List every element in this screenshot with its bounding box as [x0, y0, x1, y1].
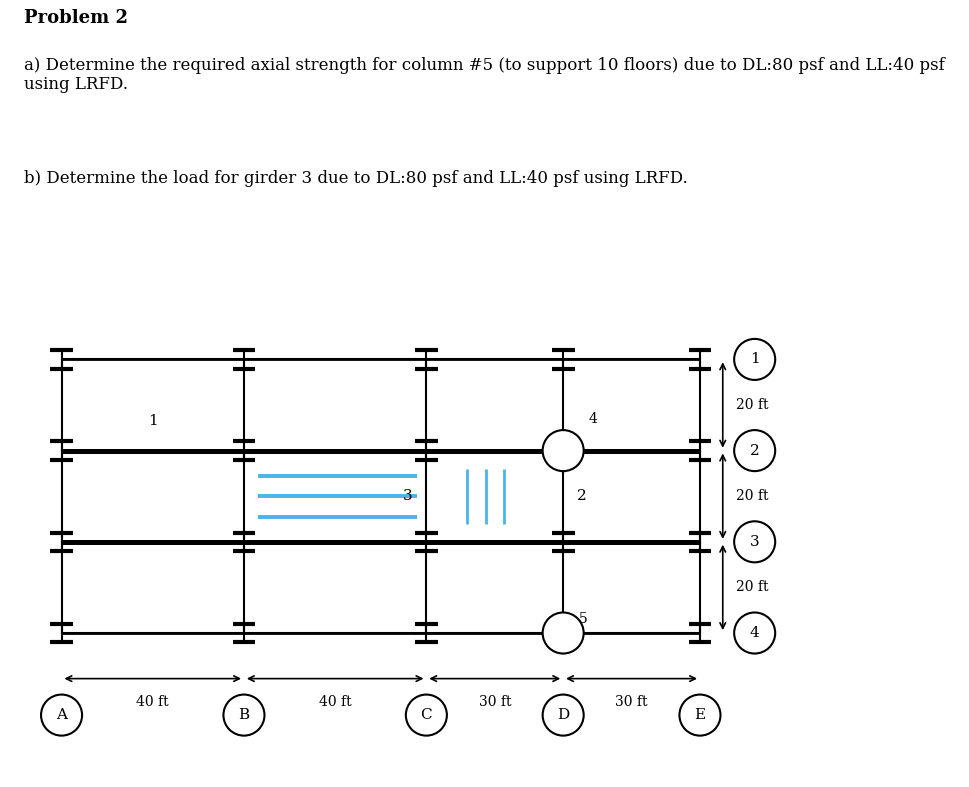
Text: D: D: [557, 708, 569, 722]
Text: 40 ft: 40 ft: [137, 695, 169, 708]
Text: A: A: [56, 708, 67, 722]
Circle shape: [543, 430, 583, 471]
Text: 30 ft: 30 ft: [479, 695, 511, 708]
Text: 4: 4: [588, 412, 597, 426]
Text: 40 ft: 40 ft: [319, 695, 352, 708]
Circle shape: [679, 695, 721, 736]
Text: Problem 2: Problem 2: [24, 9, 128, 28]
Text: 20 ft: 20 ft: [736, 398, 769, 412]
Text: 3: 3: [403, 490, 413, 503]
Circle shape: [406, 695, 447, 736]
Text: 1: 1: [750, 353, 760, 367]
Circle shape: [735, 339, 775, 380]
Text: a) Determine the required axial strength for column #5 (to support 10 floors) du: a) Determine the required axial strength…: [24, 57, 945, 94]
Circle shape: [735, 430, 775, 471]
Circle shape: [543, 612, 583, 653]
Text: 4: 4: [750, 626, 760, 640]
Text: B: B: [238, 708, 250, 722]
Text: 20 ft: 20 ft: [736, 490, 769, 503]
Text: 2: 2: [750, 444, 760, 457]
Circle shape: [224, 695, 265, 736]
Text: 30 ft: 30 ft: [615, 695, 648, 708]
Text: 2: 2: [577, 490, 586, 503]
Circle shape: [735, 612, 775, 653]
Text: E: E: [695, 708, 705, 722]
Circle shape: [41, 695, 82, 736]
Text: b) Determine the load for girder 3 due to DL:80 psf and LL:40 psf using LRFD.: b) Determine the load for girder 3 due t…: [24, 170, 688, 187]
Circle shape: [735, 521, 775, 563]
Text: 20 ft: 20 ft: [736, 581, 769, 594]
Text: 5: 5: [579, 612, 588, 626]
Circle shape: [543, 695, 583, 736]
Text: 1: 1: [148, 414, 158, 428]
Text: C: C: [421, 708, 432, 722]
Text: 3: 3: [750, 535, 760, 549]
